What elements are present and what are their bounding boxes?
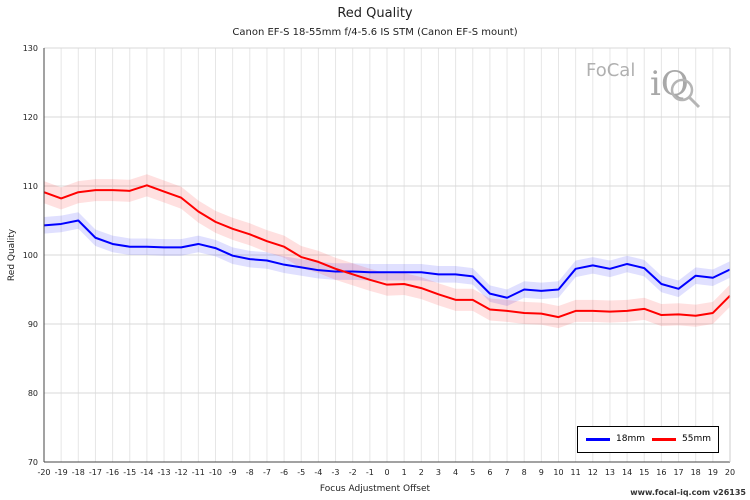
bands bbox=[44, 174, 730, 329]
x-tick-label: 13 bbox=[605, 468, 615, 477]
series-line-18mm bbox=[43, 219, 731, 299]
legend-item-18mm: 18mm bbox=[586, 434, 645, 444]
x-tick-label: -8 bbox=[246, 468, 254, 477]
x-tick-label: 9 bbox=[539, 468, 544, 477]
chart-subtitle: Canon EF-S 18-55mm f/4-5.6 IS STM (Canon… bbox=[232, 27, 518, 38]
x-tick-label: -17 bbox=[89, 468, 102, 477]
x-tick-label: -9 bbox=[229, 468, 237, 477]
x-tick-label: 8 bbox=[522, 468, 527, 477]
confidence-band-18mm bbox=[44, 212, 730, 307]
x-tick-label: -11 bbox=[192, 468, 205, 477]
logo-text-iq: iQ bbox=[650, 64, 689, 104]
y-tick-label: 130 bbox=[23, 44, 38, 53]
legend-swatch-55mm bbox=[652, 437, 676, 441]
x-tick-label: 7 bbox=[505, 468, 510, 477]
credit-text: www.focal-iq.com v26135 bbox=[630, 488, 746, 497]
x-tick-label: -6 bbox=[280, 468, 288, 477]
confidence-band-55mm bbox=[44, 174, 730, 329]
x-tick-label: 2 bbox=[419, 468, 424, 477]
x-tick-label: 18 bbox=[691, 468, 701, 477]
x-tick-label: 19 bbox=[708, 468, 718, 477]
x-tick-label: -5 bbox=[297, 468, 305, 477]
x-tick-label: 6 bbox=[487, 468, 492, 477]
x-tick-label: -18 bbox=[72, 468, 85, 477]
x-tick-label: -7 bbox=[263, 468, 271, 477]
logo-text-focal: FoCal bbox=[586, 60, 636, 81]
x-tick-label: -12 bbox=[175, 468, 188, 477]
x-tick-label: -20 bbox=[37, 468, 50, 477]
x-tick-label: 20 bbox=[725, 468, 735, 477]
x-tick-label: 17 bbox=[673, 468, 683, 477]
x-tick-label: 16 bbox=[656, 468, 666, 477]
x-tick-label: -14 bbox=[140, 468, 153, 477]
x-tick-label: 15 bbox=[639, 468, 649, 477]
x-tick-label: 1 bbox=[402, 468, 407, 477]
x-tick-label: 14 bbox=[622, 468, 632, 477]
x-tick-label: 10 bbox=[553, 468, 563, 477]
x-tick-label: 3 bbox=[436, 468, 441, 477]
chart-title: Red Quality bbox=[337, 6, 413, 21]
y-tick-label: 120 bbox=[23, 113, 38, 122]
legend-label-18mm: 18mm bbox=[616, 434, 645, 444]
x-axis-label: Focus Adjustment Offset bbox=[319, 484, 431, 494]
axes bbox=[43, 48, 731, 463]
focal-iq-logo: FoCal iQ bbox=[586, 58, 716, 114]
legend-item-55mm: 55mm bbox=[652, 434, 711, 444]
series-line-55mm bbox=[43, 184, 731, 319]
x-tick-label: -3 bbox=[332, 468, 340, 477]
y-tick-label: 90 bbox=[28, 320, 38, 329]
magnifier-icon bbox=[670, 78, 701, 109]
tick-labels: -20 -19 -18 -17 -16 -15 -14 -13 -12 -11 -10 -9 -8 -7-… bbox=[23, 44, 735, 477]
x-tick-label: -2 bbox=[349, 468, 357, 477]
y-axis-label: Red Quality bbox=[7, 228, 17, 282]
x-tick-label: 4 bbox=[453, 468, 458, 477]
x-tick-label: -16 bbox=[106, 468, 119, 477]
x-tick-label: -13 bbox=[158, 468, 171, 477]
lines bbox=[43, 184, 731, 319]
grid bbox=[43, 47, 731, 463]
y-tick-label: 70 bbox=[28, 458, 38, 467]
x-tick-label: 12 bbox=[588, 468, 598, 477]
y-tick-label: 100 bbox=[23, 251, 38, 260]
x-tick-label: -15 bbox=[123, 468, 136, 477]
y-tick-label: 80 bbox=[28, 389, 38, 398]
y-tick-label: 110 bbox=[23, 182, 38, 191]
x-tick-label: 5 bbox=[470, 468, 475, 477]
legend-label-55mm: 55mm bbox=[682, 434, 711, 444]
x-tick-label: -10 bbox=[209, 468, 222, 477]
x-tick-label: -4 bbox=[314, 468, 322, 477]
legend: 18mm 55mm bbox=[577, 426, 719, 453]
x-tick-label: -19 bbox=[55, 468, 68, 477]
x-tick-label: 11 bbox=[571, 468, 581, 477]
x-tick-label: -1 bbox=[366, 468, 374, 477]
legend-swatch-18mm bbox=[586, 437, 610, 441]
x-tick-label: 0 bbox=[384, 468, 389, 477]
